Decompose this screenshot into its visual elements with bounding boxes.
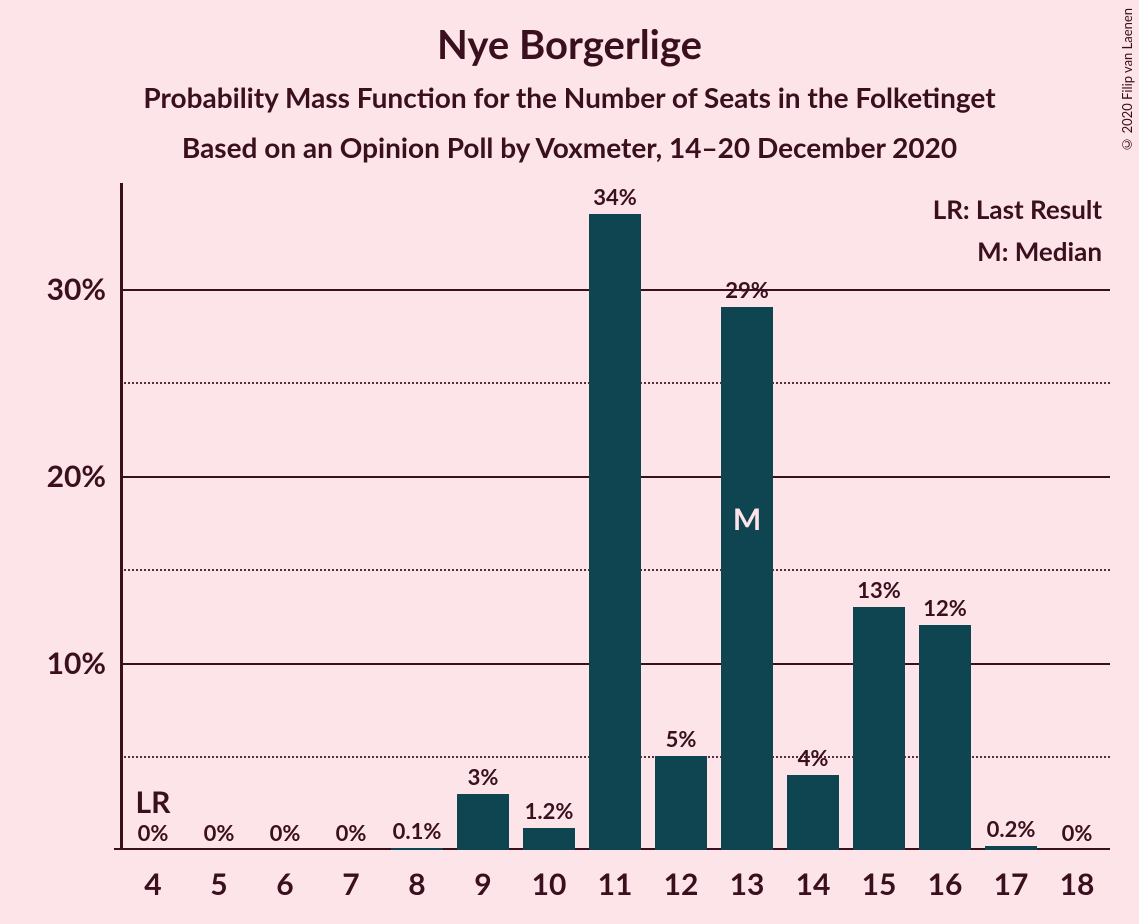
x-tick-label: 11 [598,850,633,902]
chart-subtitle-1: Probability Mass Function for the Number… [0,80,1139,114]
bar [589,214,641,850]
y-tick-label: 30% [47,271,120,307]
bar [919,625,971,850]
legend: LR: Last Result M: Median [933,189,1102,272]
x-tick-label: 8 [408,850,425,902]
lr-marker: LR [136,784,171,820]
bar-value-label: 0% [138,819,169,846]
y-axis [120,183,123,850]
x-tick-label: 7 [342,850,359,902]
x-tick-label: 12 [664,850,699,902]
bar-value-label: 34% [593,183,637,210]
x-tick-label: 9 [474,850,491,902]
bar [655,756,707,850]
x-tick-label: 17 [994,850,1029,902]
bar-value-label: 0.1% [393,817,442,844]
bar-value-label: 0% [1062,819,1093,846]
chart-subtitle-2: Based on an Opinion Poll by Voxmeter, 14… [0,130,1139,164]
copyright-text: © 2020 Filip van Laenen [1119,8,1135,153]
bar [391,848,443,850]
x-tick-label: 10 [532,850,567,902]
bar [523,828,575,850]
x-tick-label: 13 [730,850,765,902]
x-tick-label: 18 [1060,850,1095,902]
x-tick-label: 6 [276,850,293,902]
x-tick-label: 16 [928,850,963,902]
bar [721,307,773,850]
bar-value-label: 3% [468,763,499,790]
bar-value-label: 0% [336,819,367,846]
bar [787,775,839,850]
x-tick-label: 15 [862,850,897,902]
x-tick-label: 5 [210,850,227,902]
bar [457,794,509,850]
legend-lr: LR: Last Result [933,189,1102,231]
median-marker: M [733,501,761,537]
bar-value-label: 29% [725,276,769,303]
legend-m: M: Median [933,231,1102,273]
bar-value-label: 4% [798,744,829,771]
x-tick-label: 4 [144,850,161,902]
bar-value-label: 5% [666,725,697,752]
bar [853,607,905,850]
bar-chart: LR: Last Result M: Median 10%20%30%40%LR… [120,195,1110,850]
bar [985,846,1037,850]
y-tick-label: 20% [47,458,120,494]
bar-value-label: 0.2% [987,815,1036,842]
bar-value-label: 12% [923,594,967,621]
bar-value-label: 13% [857,576,901,603]
bar-value-label: 1.2% [525,797,574,824]
x-tick-label: 14 [796,850,831,902]
bar-value-label: 0% [204,819,235,846]
y-tick-label: 10% [47,645,120,681]
chart-title: Nye Borgerlige [0,20,1139,68]
bar-value-label: 0% [270,819,301,846]
